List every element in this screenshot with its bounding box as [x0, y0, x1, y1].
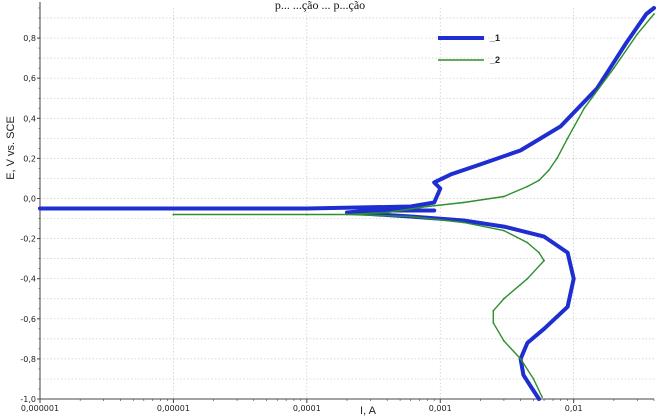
series-1-point [572, 277, 576, 281]
series-1-point [537, 397, 541, 401]
series-1-point [171, 206, 175, 211]
series-1-point [462, 218, 466, 223]
series-1-point [432, 200, 436, 205]
series-2-point [583, 107, 586, 110]
y-tick-label: -1,0 [20, 395, 36, 404]
series-2-point [653, 13, 655, 15]
series-2-point [543, 259, 545, 262]
series-2-point [566, 137, 569, 140]
series-1-point [529, 385, 533, 389]
data-series [38, 6, 656, 401]
series-1-point [542, 235, 546, 239]
series-2-point [519, 358, 522, 360]
series-2-point [503, 229, 505, 232]
series-1-point [519, 148, 523, 152]
series-2-point [526, 241, 529, 244]
y-tick-label: 0,2 [23, 154, 36, 163]
series-1-point [542, 327, 546, 331]
series-2-point [636, 33, 639, 35]
series-2-point [409, 215, 412, 218]
series-1-point [566, 251, 570, 255]
x-axis-label: I, A [360, 405, 377, 417]
series-1-point [38, 206, 42, 211]
series-line-1 [38, 6, 656, 401]
legend-label-1: _1 [489, 33, 500, 43]
series-1-point [559, 124, 563, 128]
series-2-point [172, 213, 175, 216]
series-1-point [305, 206, 309, 211]
series-2-point [492, 309, 495, 312]
series-1-point [521, 373, 526, 377]
series-1-point [449, 172, 453, 176]
y-tick-label: -0,2 [20, 235, 36, 244]
y-tick-label: 0,4 [23, 114, 36, 123]
series-1-point [625, 40, 629, 44]
series-line-2 [172, 13, 655, 398]
x-tick-label: 0,001 [429, 404, 452, 413]
x-tick-label: 0,0001 [293, 404, 321, 413]
series-1-point [438, 186, 442, 191]
y-axis-label: E, V vs. SCE [5, 116, 17, 180]
series-2-point [386, 211, 389, 214]
series-1-point [432, 180, 436, 184]
chart-top-caption: p... ...ção ... p...ção [275, 0, 365, 12]
x-tick-label: 0,000001 [21, 404, 59, 413]
series-1-point [432, 208, 436, 213]
series-2-point [538, 251, 540, 254]
series-2-point [612, 67, 615, 70]
series-2-point [538, 179, 540, 182]
x-tick-label: 0,01 [565, 404, 583, 413]
series-2-point [526, 185, 529, 188]
y-tick-label: -0,6 [20, 315, 36, 324]
grid-lines [39, 8, 654, 400]
legend: _1 _2 [438, 33, 500, 65]
series-2-point [532, 378, 535, 380]
series-1-point [525, 341, 530, 345]
series-2-point [547, 169, 550, 172]
y-tick-label: -0,8 [20, 355, 36, 364]
series-2-point [541, 396, 543, 398]
series-2-point [503, 340, 505, 342]
series-1-point [345, 210, 349, 215]
y-tick-labels: -1,0 -0,8 -0,6 -0,4 -0,2 0,0 0,2 0,4 0,6 0,8 [20, 34, 36, 404]
y-tick-label: 0,6 [23, 74, 36, 83]
series-2-point [526, 277, 529, 280]
series-2-point [503, 297, 505, 300]
y-tick-label: 0,8 [23, 34, 36, 43]
y-tick-label: 0,0 [23, 194, 36, 203]
axes [37, 2, 655, 403]
series-1-point [566, 305, 570, 309]
series-2-point [462, 221, 465, 224]
x-tick-labels: 0,000001 0,00001 0,0001 0,001 0,01 [21, 404, 583, 413]
series-2-point [426, 205, 429, 208]
y-tick-label: -0,4 [20, 275, 36, 284]
series-1-point [652, 6, 656, 10]
series-2-point [346, 213, 348, 216]
series-2-point [556, 157, 558, 160]
x-tick-label: 0,00001 [157, 404, 190, 413]
series-2-point [305, 213, 308, 216]
series-2-point [503, 195, 505, 198]
series-1-point [409, 204, 413, 209]
series-1-point [502, 225, 506, 229]
series-1-point [478, 162, 482, 166]
series-1-point [644, 12, 648, 16]
series-2-point [492, 321, 495, 324]
legend-label-2: _2 [489, 55, 500, 65]
series-1-point [368, 208, 373, 213]
series-2-point [462, 201, 465, 204]
